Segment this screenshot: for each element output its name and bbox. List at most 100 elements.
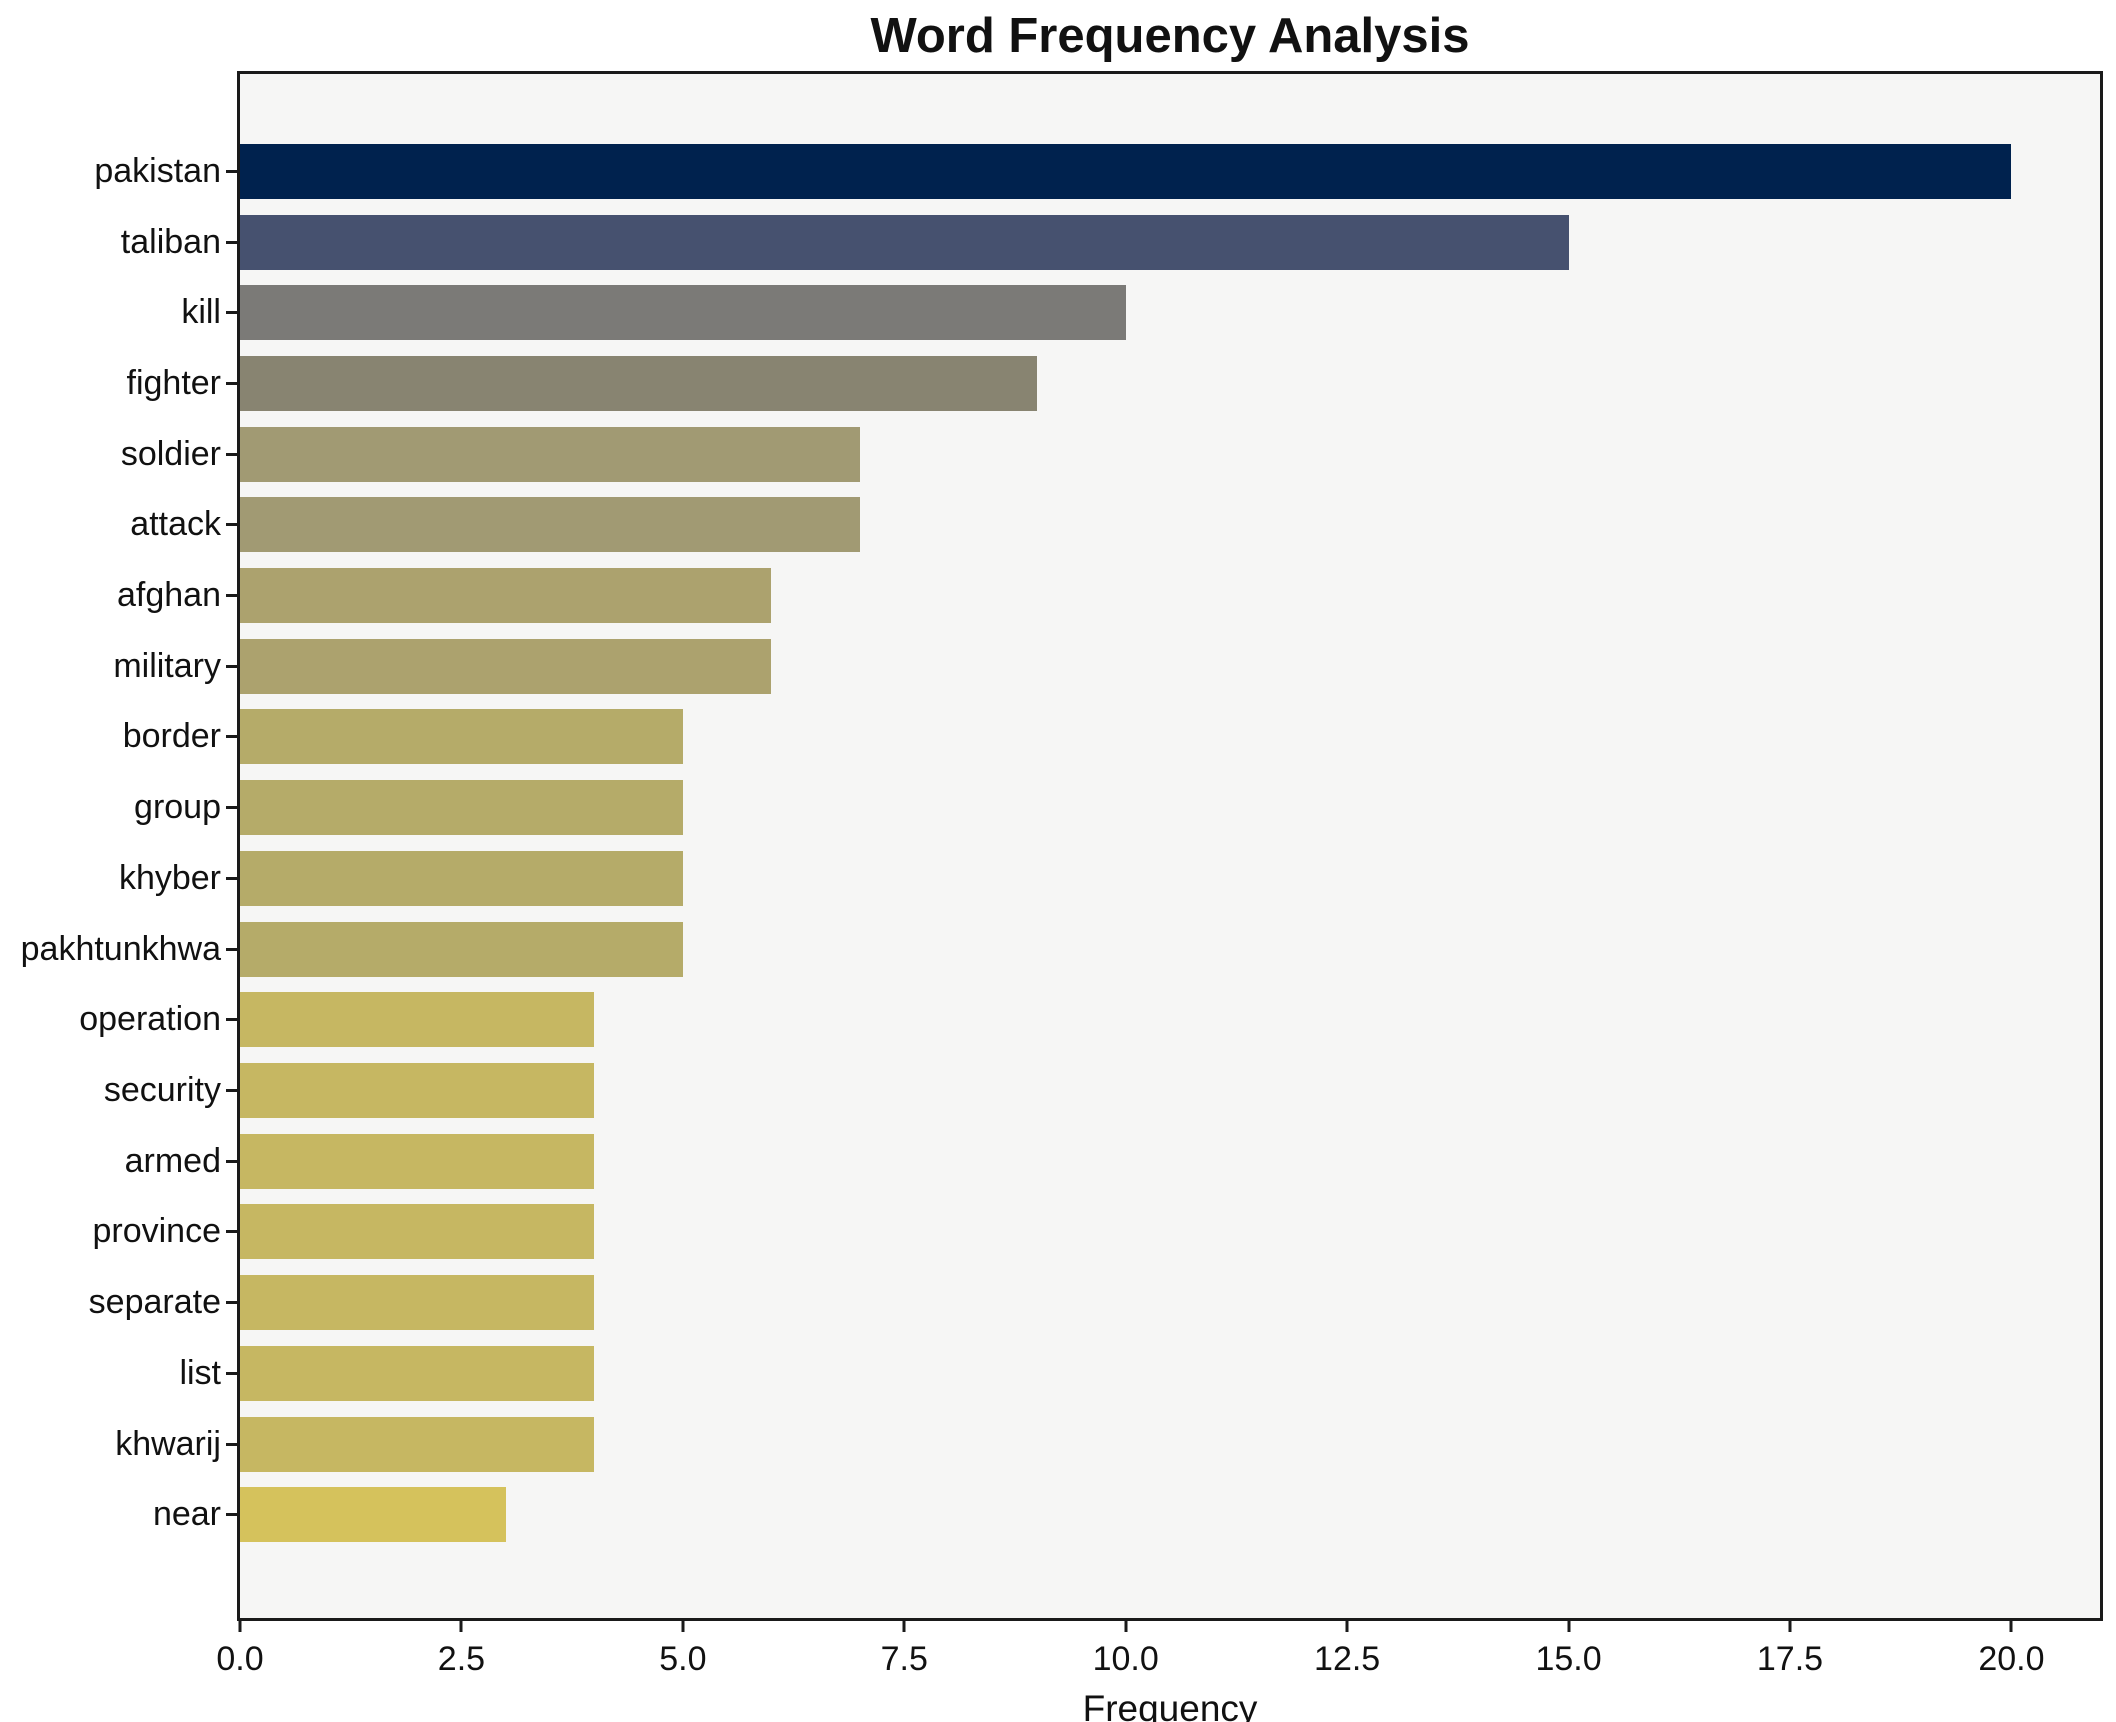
y-tick-row [226,1409,240,1480]
y-tick-label-near: near [152,1495,221,1534]
bar-pakhtunkhwa [240,921,683,977]
x-tick-mark [238,1618,242,1632]
y-tick-mark [226,594,240,598]
y-tick-label-taliban: taliban [120,222,221,261]
y-tick-mark [226,806,240,810]
y-tick-label-military: military [113,646,221,685]
y-tick-label-kill: kill [181,293,221,332]
y-tick-row [226,348,240,419]
bar-near [240,1487,506,1543]
x-tick-label-0.0: 0.0 [216,1640,264,1678]
bar-separate [240,1275,595,1331]
bar-operation [240,992,595,1048]
bar-khyber [240,850,683,906]
y-tick-mark [226,381,240,385]
bar-row-operation [240,984,2100,1055]
y-tick-label-group: group [134,788,221,827]
bar-soldier [240,426,860,482]
x-tick-label-10.0: 10.0 [1092,1640,1159,1678]
x-tick-mark [1124,1618,1128,1632]
y-tick-row [226,560,240,631]
y-tick-row [226,277,240,348]
y-tick-row [226,1126,240,1197]
y-tick-row [226,772,240,843]
y-tick-mark [226,1159,240,1163]
x-axis-tick-labels: 0.0 2.5 5.0 7.5 10.0 12.5 15.0 17.5 20.0 [216,1640,2100,1682]
bar-khwarij [240,1416,595,1472]
y-tick-label-afghan: afghan [117,576,221,615]
bar-fighter [240,355,1038,411]
bar-row-taliban [240,207,2100,278]
y-tick-mark [226,1442,240,1446]
bar-row-border [240,702,2100,773]
plot-area: Word Frequency Analysis pakistan taliban k… [21,9,2103,1722]
y-tick-mark [226,876,240,880]
y-tick-mark [226,735,240,739]
bar-row-separate [240,1267,2100,1338]
bar-row-khwarij [240,1409,2100,1480]
y-tick-mark [226,664,240,668]
bar-group [240,780,683,836]
y-tick-mark [226,1230,240,1234]
y-tick-mark [226,240,240,244]
y-tick-row [226,1338,240,1409]
x-tick-mark [1788,1618,1792,1632]
bar-row-fighter [240,348,2100,419]
y-tick-row [226,914,240,985]
y-tick-label-soldier: soldier [120,434,221,473]
y-tick-mark [226,311,240,315]
bar-kill [240,285,1126,341]
y-tick-label-armed: armed [124,1141,221,1180]
x-axis-ticks [238,1618,2100,1632]
y-tick-mark [226,1513,240,1517]
y-tick-row [226,207,240,278]
y-tick-row [226,984,240,1055]
y-tick-label-border: border [122,717,221,756]
bar-row-military [240,631,2100,702]
y-tick-label-operation: operation [79,1000,221,1039]
x-tick-mark [902,1618,906,1632]
x-tick-label-2.5: 2.5 [437,1640,486,1678]
y-tick-row [226,419,240,490]
x-tick-mark [1345,1618,1349,1632]
y-tick-mark [226,1088,240,1092]
y-axis-ticks [226,136,240,1550]
chart-title: Word Frequency Analysis [870,9,1470,63]
bar-row-kill [240,277,2100,348]
y-tick-row [226,1055,240,1126]
y-tick-row [226,1197,240,1268]
bar-pakistan [240,143,2012,199]
bar-security [240,1062,595,1118]
bar-afghan [240,568,772,624]
y-tick-label-list: list [179,1353,221,1392]
y-tick-mark [226,452,240,456]
x-tick-mark [1567,1618,1571,1632]
x-tick-label-20.0: 20.0 [1978,1640,2045,1678]
y-tick-mark [226,169,240,173]
bar-row-khyber [240,843,2100,914]
y-axis-labels: pakistan taliban kill fighter soldier attack a… [0,136,221,1550]
x-axis-title: Frequency [1082,1688,1258,1722]
y-tick-label-khwarij: khwarij [115,1424,221,1463]
bar-row-security [240,1055,2100,1126]
bar-row-soldier [240,419,2100,490]
x-tick-label-5.0: 5.0 [659,1640,707,1678]
y-tick-row [226,136,240,207]
y-tick-row [226,843,240,914]
y-tick-label-khyber: khyber [118,858,221,897]
y-tick-mark [226,947,240,951]
y-tick-label-attack: attack [130,505,221,544]
bar-row-pakistan [240,136,2100,207]
y-tick-mark [226,523,240,527]
y-tick-mark [226,1371,240,1375]
bar-row-afghan [240,560,2100,631]
y-tick-row [226,631,240,702]
bar-armed [240,1133,595,1189]
y-tick-label-separate: separate [88,1283,221,1322]
y-tick-row [226,1479,240,1550]
x-tick-label-7.5: 7.5 [880,1640,928,1678]
bar-row-list [240,1338,2100,1409]
y-tick-label-pakistan: pakistan [94,151,221,190]
bar-taliban [240,214,1569,270]
y-tick-label-province: province [92,1212,221,1251]
